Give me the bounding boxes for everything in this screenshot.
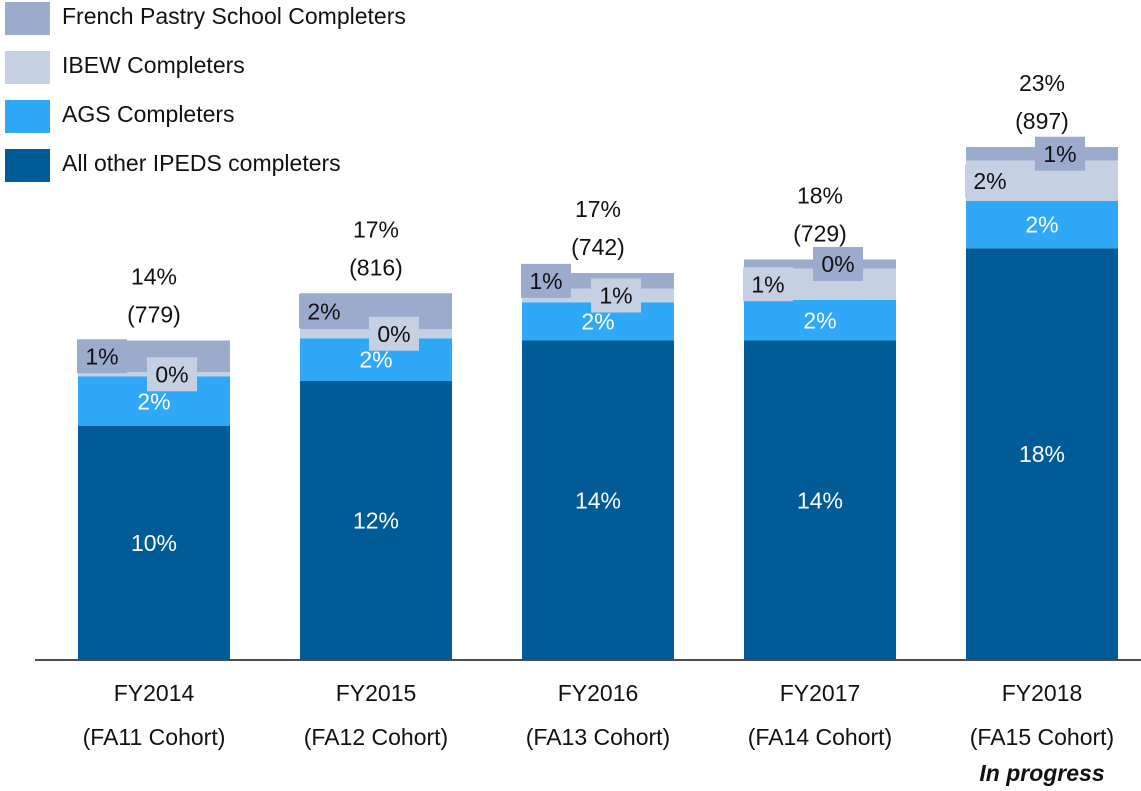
value-label: 2% [1025,212,1058,238]
legend-label: AGS Completers [62,101,235,127]
total-label: 14% [131,264,177,290]
count-label: (816) [349,254,403,280]
value-label-box [1035,136,1085,171]
x-tick-label: FY2014 [114,680,195,706]
bar-segment [300,381,452,660]
value-label-box [743,267,793,302]
x-tick-label: FY2016 [558,680,639,706]
legend-label: All other IPEDS completers [62,150,341,176]
value-label: 2% [307,298,340,324]
bar-segment [966,201,1118,249]
value-label: 2% [803,307,836,333]
total-label: 17% [575,196,621,222]
x-tick-label: (FA13 Cohort) [526,724,670,750]
value-label-box [299,294,349,329]
legend-swatch [5,100,50,133]
total-label: 23% [1019,70,1065,96]
value-label: 18% [1019,441,1065,467]
value-label-box [147,357,197,392]
x-tick-label: FY2015 [336,680,417,706]
value-label: 2% [137,388,170,414]
count-label: (742) [571,234,625,260]
value-label-box [77,339,127,374]
value-label: 1% [85,343,118,369]
bar-segment [744,300,896,341]
legend-swatch [5,2,50,35]
legend-swatch [5,149,50,182]
x-tick-label: (FA12 Cohort) [304,724,448,750]
legend-label: IBEW Completers [62,52,245,78]
total-label: 17% [353,216,399,242]
value-label: 2% [581,308,614,334]
count-label: (779) [127,302,181,328]
value-label: 1% [1043,141,1076,167]
value-label: 0% [377,321,410,347]
bar-segment [744,340,896,660]
value-label: 1% [751,271,784,297]
bar-segment [966,248,1118,660]
x-tick-label: (FA14 Cohort) [748,724,892,750]
x-tick-label: (FA15 Cohort) [970,724,1114,750]
bar-segment [522,340,674,660]
value-label: 2% [359,347,392,373]
value-label: 14% [797,487,843,513]
x-tick-label: (FA11 Cohort) [83,724,226,750]
value-label: 0% [821,251,854,277]
value-label: 2% [973,168,1006,194]
count-label: (897) [1015,108,1069,134]
legend-label: French Pastry School Completers [62,3,406,29]
total-label: 18% [797,183,843,209]
value-label-box [591,278,641,313]
value-label: 12% [353,508,399,534]
count-label: (729) [793,221,847,247]
value-label-box [813,247,863,281]
value-label-box [369,316,419,351]
bar-segment [78,426,230,660]
value-label: 1% [529,268,562,294]
value-label: 0% [155,361,188,387]
legend-swatch [5,51,50,84]
value-label-box [521,263,571,298]
annotation: In progress [979,760,1104,786]
value-label: 10% [131,530,177,556]
value-label: 14% [575,487,621,513]
x-tick-label: FY2017 [780,680,861,706]
value-label: 1% [599,283,632,309]
value-label-box [965,163,1015,198]
x-tick-label: FY2018 [1002,680,1083,706]
